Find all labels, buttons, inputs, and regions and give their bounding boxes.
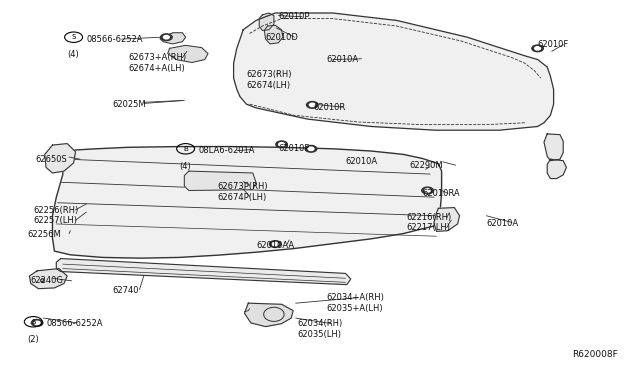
Polygon shape xyxy=(234,13,554,130)
Text: 08566-6252A: 08566-6252A xyxy=(86,35,143,44)
Polygon shape xyxy=(184,171,256,190)
Text: 62035+A(LH): 62035+A(LH) xyxy=(326,304,383,312)
Polygon shape xyxy=(45,144,76,173)
Text: (4): (4) xyxy=(180,162,191,171)
Polygon shape xyxy=(264,25,283,44)
Text: 62673+A(RH): 62673+A(RH) xyxy=(128,53,186,62)
Text: 62216(RH): 62216(RH) xyxy=(406,213,452,222)
Polygon shape xyxy=(168,45,208,62)
Text: 62034(RH): 62034(RH) xyxy=(298,319,343,328)
Polygon shape xyxy=(544,134,563,161)
Text: 62010A: 62010A xyxy=(486,219,518,228)
Text: S: S xyxy=(31,319,35,325)
Text: S: S xyxy=(72,34,76,40)
Polygon shape xyxy=(259,13,274,31)
Text: 62740: 62740 xyxy=(112,286,138,295)
Polygon shape xyxy=(434,208,460,231)
Circle shape xyxy=(532,45,543,52)
Text: 62673(RH): 62673(RH) xyxy=(246,70,292,79)
Text: 62010AA: 62010AA xyxy=(256,241,294,250)
Text: 62010RA: 62010RA xyxy=(422,189,460,198)
Circle shape xyxy=(35,321,40,324)
Circle shape xyxy=(164,35,169,39)
Text: 62025M: 62025M xyxy=(112,100,146,109)
Circle shape xyxy=(308,147,314,150)
Polygon shape xyxy=(56,259,351,285)
Circle shape xyxy=(279,142,285,146)
Text: 62010F: 62010F xyxy=(538,40,569,49)
Text: 62010A: 62010A xyxy=(326,55,358,64)
Text: R620008F: R620008F xyxy=(572,350,618,359)
Text: (2): (2) xyxy=(28,335,39,344)
Circle shape xyxy=(276,141,287,148)
Circle shape xyxy=(310,103,315,106)
Text: 62674(LH): 62674(LH) xyxy=(246,81,291,90)
Text: 62035(LH): 62035(LH) xyxy=(298,330,342,339)
Circle shape xyxy=(535,47,540,50)
Text: 62674P(LH): 62674P(LH) xyxy=(218,193,267,202)
Text: 62650S: 62650S xyxy=(35,155,67,164)
Text: 62010F: 62010F xyxy=(278,144,310,153)
Text: 08LA6-6201A: 08LA6-6201A xyxy=(198,146,255,155)
Polygon shape xyxy=(160,33,186,44)
Text: 62674+A(LH): 62674+A(LH) xyxy=(128,64,185,73)
Circle shape xyxy=(305,145,317,152)
Text: 62010A: 62010A xyxy=(346,157,378,166)
Text: 62290M: 62290M xyxy=(410,161,444,170)
Polygon shape xyxy=(52,147,442,258)
Text: 62256M: 62256M xyxy=(27,230,61,239)
Circle shape xyxy=(307,102,318,108)
Circle shape xyxy=(273,243,278,246)
Polygon shape xyxy=(547,159,566,179)
Text: 08566-6252A: 08566-6252A xyxy=(46,319,102,328)
Text: 62217(LH): 62217(LH) xyxy=(406,223,451,232)
Text: 62010P: 62010P xyxy=(278,12,310,21)
Text: B: B xyxy=(183,146,188,152)
Circle shape xyxy=(269,241,281,247)
Text: 62673P(RH): 62673P(RH) xyxy=(218,182,268,190)
Text: 62010R: 62010R xyxy=(314,103,346,112)
Text: 62240G: 62240G xyxy=(31,276,63,285)
Text: 62034+A(RH): 62034+A(RH) xyxy=(326,293,384,302)
Polygon shape xyxy=(29,269,67,289)
Circle shape xyxy=(161,34,172,41)
Circle shape xyxy=(31,320,43,326)
Circle shape xyxy=(425,189,431,192)
Text: 62010D: 62010D xyxy=(266,33,298,42)
Text: 62256(RH): 62256(RH) xyxy=(33,206,79,215)
Polygon shape xyxy=(244,303,293,327)
Text: 62257(LH): 62257(LH) xyxy=(33,216,77,225)
Circle shape xyxy=(422,187,433,194)
Text: (4): (4) xyxy=(68,50,79,59)
